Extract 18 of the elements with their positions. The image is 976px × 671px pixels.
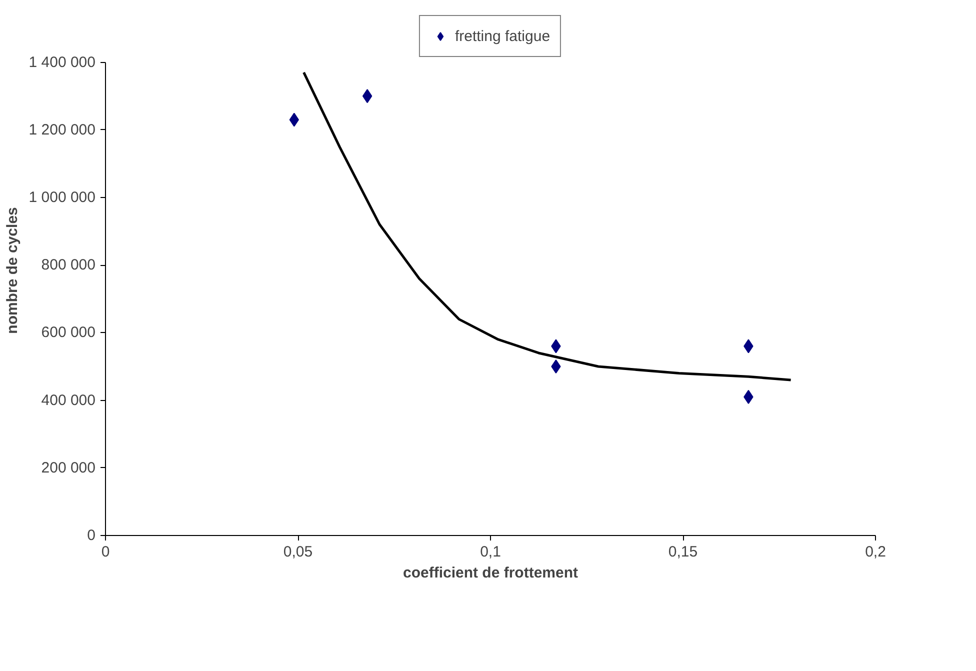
y-tick-label: 1 400 000 [28, 54, 96, 71]
y-tick-label: 200 000 [41, 459, 96, 476]
y-axis-title: nombre de cycles [4, 207, 21, 334]
x-tick-label: 0,05 [283, 544, 313, 560]
x-tick-label: 0,15 [668, 544, 698, 560]
y-tick-label: 800 000 [41, 256, 96, 274]
legend-label: fretting fatigue [454, 28, 550, 44]
y-tick-label: 1 200 000 [28, 121, 96, 138]
y-tick-label: 0 [87, 527, 96, 544]
y-tick-label: 400 000 [41, 392, 96, 409]
x-tick-label: 0,2 [865, 544, 886, 560]
x-tick-label: 0,1 [480, 544, 501, 560]
x-tick-label: 0 [101, 544, 110, 560]
y-tick-label: 1 000 000 [28, 188, 96, 206]
y-tick-label: 600 000 [41, 324, 96, 342]
x-axis-title: coefficient de frottement [402, 564, 578, 582]
point [362, 89, 372, 104]
line-series [302, 71, 792, 382]
